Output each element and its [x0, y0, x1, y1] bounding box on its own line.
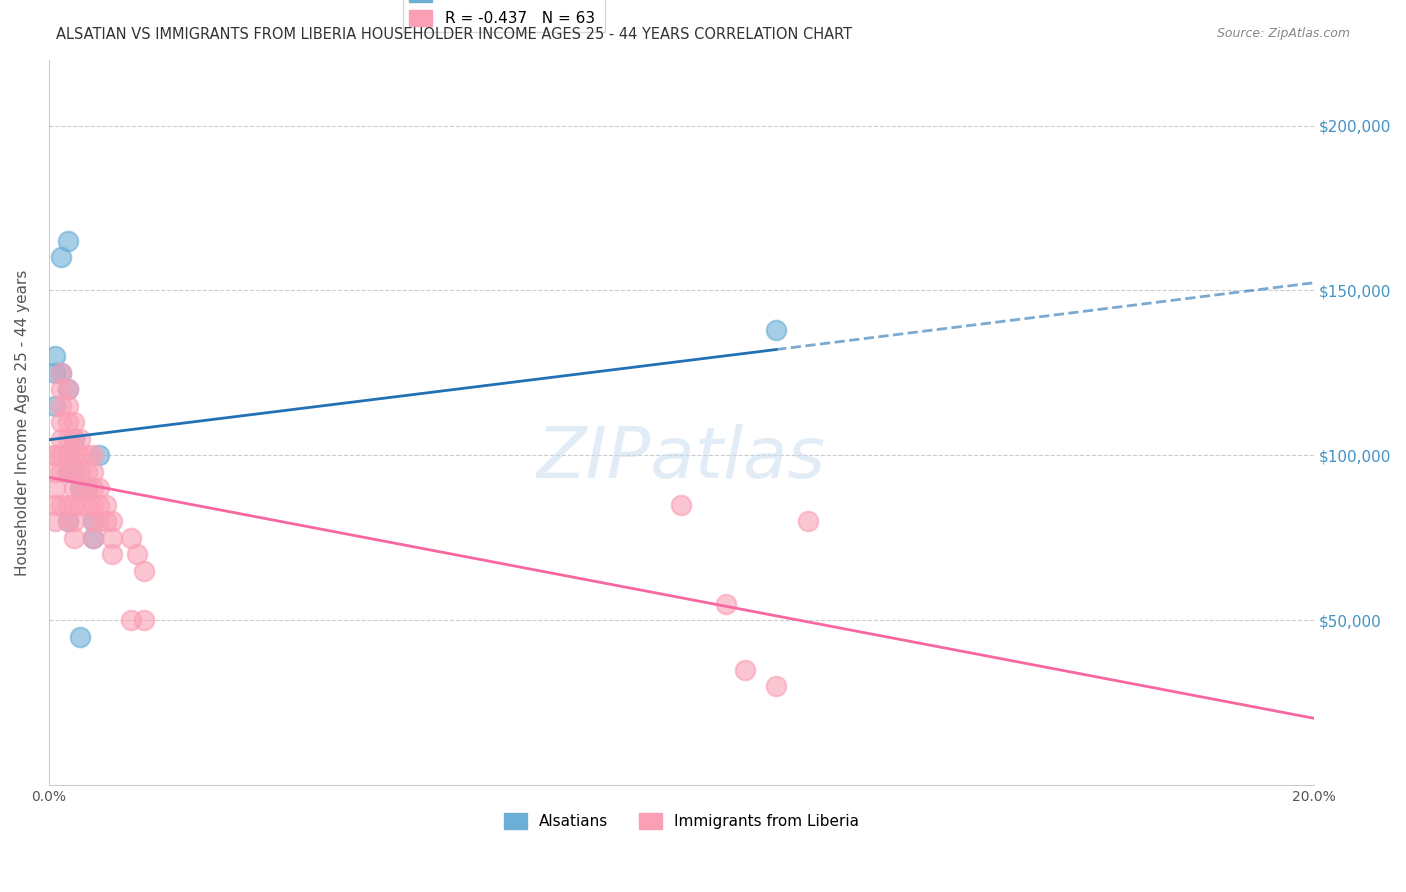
Point	[56, 465, 79, 479]
Point	[56, 498, 79, 512]
Point	[120, 613, 142, 627]
Point	[120, 531, 142, 545]
Point	[132, 564, 155, 578]
Point	[132, 613, 155, 627]
Point	[51, 366, 73, 380]
Point	[82, 448, 104, 462]
Point	[51, 448, 73, 462]
Point	[82, 514, 104, 528]
Point	[63, 432, 86, 446]
Point	[56, 514, 79, 528]
Point	[44, 399, 66, 413]
Point	[69, 432, 91, 446]
Point	[56, 465, 79, 479]
Point	[69, 630, 91, 644]
Point	[44, 514, 66, 528]
Point	[51, 251, 73, 265]
Point	[69, 448, 91, 462]
Point	[51, 465, 73, 479]
Point	[51, 498, 73, 512]
Point	[76, 448, 98, 462]
Point	[56, 234, 79, 248]
Point	[51, 399, 73, 413]
Point	[76, 481, 98, 495]
Point	[94, 498, 117, 512]
Point	[44, 465, 66, 479]
Point	[89, 448, 111, 462]
Point	[76, 481, 98, 495]
Point	[82, 514, 104, 528]
Point	[69, 481, 91, 495]
Point	[56, 514, 79, 528]
Point	[63, 531, 86, 545]
Point	[63, 498, 86, 512]
Point	[44, 498, 66, 512]
Point	[63, 448, 86, 462]
Point	[76, 498, 98, 512]
Point	[69, 481, 91, 495]
Point	[797, 514, 820, 528]
Point	[63, 465, 86, 479]
Point	[56, 383, 79, 397]
Point	[51, 366, 73, 380]
Legend: Alsatians, Immigrants from Liberia: Alsatians, Immigrants from Liberia	[498, 807, 865, 836]
Point	[765, 323, 787, 337]
Point	[82, 465, 104, 479]
Point	[671, 498, 693, 512]
Point	[63, 465, 86, 479]
Point	[44, 448, 66, 462]
Point	[56, 448, 79, 462]
Point	[101, 531, 124, 545]
Point	[63, 481, 86, 495]
Y-axis label: Householder Income Ages 25 - 44 years: Householder Income Ages 25 - 44 years	[15, 269, 30, 575]
Point	[94, 514, 117, 528]
Text: ZIPatlas: ZIPatlas	[537, 424, 825, 493]
Point	[765, 679, 787, 693]
Point	[56, 383, 79, 397]
Point	[56, 399, 79, 413]
Point	[69, 498, 91, 512]
Point	[69, 465, 91, 479]
Point	[127, 547, 149, 561]
Point	[63, 432, 86, 446]
Point	[101, 514, 124, 528]
Point	[63, 415, 86, 429]
Point	[44, 448, 66, 462]
Point	[82, 481, 104, 495]
Point	[89, 514, 111, 528]
Point	[101, 547, 124, 561]
Point	[51, 415, 73, 429]
Point	[51, 383, 73, 397]
Point	[44, 350, 66, 364]
Point	[714, 597, 737, 611]
Point	[82, 531, 104, 545]
Point	[82, 531, 104, 545]
Text: ALSATIAN VS IMMIGRANTS FROM LIBERIA HOUSEHOLDER INCOME AGES 25 - 44 YEARS CORREL: ALSATIAN VS IMMIGRANTS FROM LIBERIA HOUS…	[56, 27, 852, 42]
Point	[44, 481, 66, 495]
Point	[51, 432, 73, 446]
Point	[734, 663, 756, 677]
Point	[56, 448, 79, 462]
Point	[89, 498, 111, 512]
Point	[56, 432, 79, 446]
Point	[63, 514, 86, 528]
Point	[89, 481, 111, 495]
Point	[44, 366, 66, 380]
Point	[76, 465, 98, 479]
Point	[82, 498, 104, 512]
Text: Source: ZipAtlas.com: Source: ZipAtlas.com	[1216, 27, 1350, 40]
Point	[56, 415, 79, 429]
